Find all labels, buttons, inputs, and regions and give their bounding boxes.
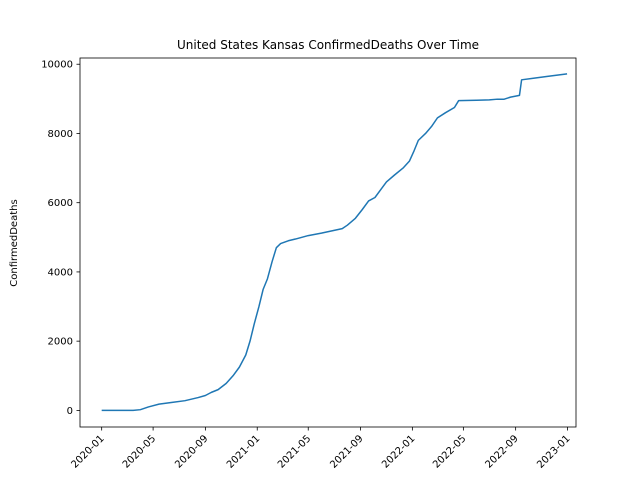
x-tick-label: 2020-05 [121,433,158,470]
series-line [101,73,568,412]
y-tick-label: 4000 [48,267,73,278]
x-tick-label: 2021-09 [328,433,365,470]
x-tick-label: 2023-01 [535,433,572,470]
x-tick-label: 2021-05 [276,433,313,470]
x-axis: 2020-01 2020-05 2020-09 2021-01 2021-05 2021-… [69,427,573,471]
plot-frame [79,57,577,428]
x-tick-label: 2022-01 [380,433,417,470]
y-tick-label: 0 [67,406,73,417]
y-tick-label: 2000 [48,337,73,348]
chart-title: United States Kansas ConfirmedDeaths Ove… [177,38,479,52]
series-group [101,73,568,412]
y-tick-label: 10000 [41,60,73,71]
y-axis: 0 2000 4000 6000 8000 10000 [41,60,80,417]
y-axis-label: ConfirmedDeaths [9,199,20,286]
y-tick-label: 8000 [48,129,73,140]
x-tick-label: 2022-09 [483,433,520,470]
x-tick-label: 2021-01 [225,433,262,470]
y-tick-label: 6000 [48,198,73,209]
x-tick-label: 2020-09 [173,433,210,470]
x-tick-label: 2020-01 [69,433,106,470]
x-tick-label: 2022-05 [431,433,468,470]
